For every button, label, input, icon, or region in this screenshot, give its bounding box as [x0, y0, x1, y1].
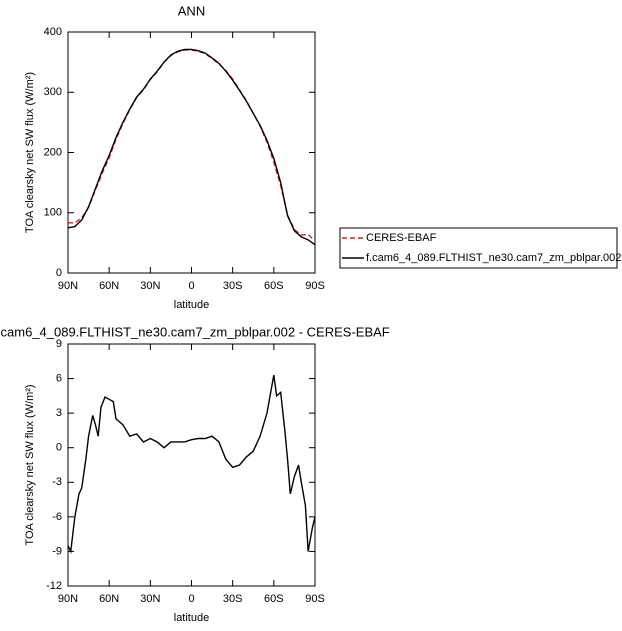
legend-label: CERES-EBAF — [366, 232, 437, 244]
y-tick-label: 6 — [56, 372, 62, 384]
y-tick-label: -6 — [52, 511, 62, 523]
x-tick-label: 60N — [99, 280, 119, 292]
y-tick-label: 100 — [44, 207, 62, 219]
x-tick-label: 30S — [223, 280, 243, 292]
data-line — [67, 48, 316, 246]
y-tick-label: 3 — [56, 407, 62, 419]
y-axis-label: TOA clearsky net SW flux (W/m²) — [24, 72, 36, 233]
x-tick-label: 60S — [264, 280, 284, 292]
x-tick-label: 0 — [188, 593, 194, 605]
plot-frame — [67, 343, 316, 587]
x-tick-label: 0 — [188, 280, 194, 292]
x-axis-label: latitude — [174, 612, 209, 624]
y-tick-label: 400 — [44, 26, 62, 38]
legend-box — [339, 227, 618, 269]
y-tick-label: 9 — [56, 338, 62, 350]
x-tick-label: 90N — [58, 280, 78, 292]
chart-title: ANN — [178, 3, 205, 18]
x-tick-label: 90S — [305, 593, 325, 605]
y-tick-label: -3 — [52, 476, 62, 488]
y-axis-label: TOA clearsky net SW flux (W/m²) — [24, 384, 36, 545]
y-tick-label: 0 — [56, 442, 62, 454]
y-tick-label: -12 — [46, 580, 62, 592]
y-tick-label: -9 — [52, 545, 62, 557]
plot-frame — [67, 31, 316, 274]
y-tick-label: 300 — [44, 86, 62, 98]
data-line — [67, 374, 316, 554]
x-tick-label: 60S — [264, 593, 284, 605]
y-tick-label: 200 — [44, 146, 62, 158]
chart-title: f.cam6_4_089.FLTHIST_ne30.cam7_zm_pblpar… — [0, 324, 390, 339]
x-tick-label: 90S — [305, 280, 325, 292]
x-tick-label: 90N — [58, 593, 78, 605]
x-tick-label: 30S — [223, 593, 243, 605]
x-tick-label: 30N — [140, 280, 160, 292]
legend-label: f.cam6_4_089.FLTHIST_ne30.cam7_zm_pblpar… — [366, 252, 621, 264]
y-tick-label: 0 — [56, 267, 62, 279]
data-line — [67, 49, 316, 242]
x-tick-label: 30N — [140, 593, 160, 605]
x-axis-label: latitude — [174, 299, 209, 311]
x-tick-label: 60N — [99, 593, 119, 605]
